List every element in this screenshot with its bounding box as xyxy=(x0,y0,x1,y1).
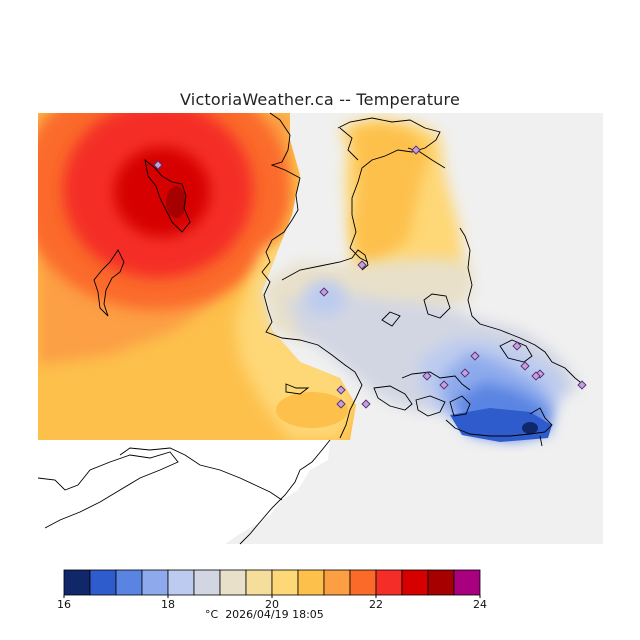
temperature-field-west xyxy=(38,113,356,440)
temperature-field-east xyxy=(262,118,580,442)
legend-unit: °C xyxy=(205,608,219,621)
legend-swatch xyxy=(453,569,481,596)
station-marker xyxy=(577,380,587,390)
legend-timestamp: 2026/04/19 18:05 xyxy=(225,608,324,621)
legend-swatch xyxy=(271,569,299,596)
station-marker xyxy=(531,371,541,381)
coastline-inlet xyxy=(119,447,283,501)
legend-swatch xyxy=(349,569,377,596)
legend-swatch xyxy=(323,569,351,596)
legend-tick-label: 18 xyxy=(161,598,175,611)
station-marker xyxy=(361,399,371,409)
legend-swatch xyxy=(167,569,195,596)
coastline-south xyxy=(37,451,179,529)
legend-swatch xyxy=(115,569,143,596)
station-marker xyxy=(336,385,346,395)
legend-swatch xyxy=(427,569,455,596)
olympic-peninsula-land xyxy=(38,440,330,544)
legend-tick-label: 22 xyxy=(369,598,383,611)
station-marker xyxy=(336,399,346,409)
coastline-peninsula-east xyxy=(239,439,331,545)
station-marker xyxy=(439,380,449,390)
station-marker xyxy=(153,160,163,170)
color-legend: 16 18 20 22 24 xyxy=(57,569,487,611)
station-marker xyxy=(319,287,329,297)
legend-swatch xyxy=(297,569,325,596)
legend-swatch xyxy=(141,569,169,596)
coastlines xyxy=(93,112,586,447)
station-marker xyxy=(512,341,522,351)
map-title: VictoriaWeather.ca -- Temperature xyxy=(180,90,460,109)
legend-tick-label: 24 xyxy=(473,598,487,611)
legend-swatch xyxy=(193,569,221,596)
legend-swatch xyxy=(63,569,91,596)
legend-tick-label: 20 xyxy=(265,598,279,611)
legend-swatch xyxy=(401,569,429,596)
legend-swatch xyxy=(375,569,403,596)
legend-swatch xyxy=(219,569,247,596)
legend-swatch xyxy=(245,569,273,596)
station-markers xyxy=(153,145,587,409)
legend-tick-label: 16 xyxy=(57,598,71,611)
station-marker xyxy=(357,260,367,270)
legend-swatch xyxy=(89,569,117,596)
station-marker xyxy=(422,371,432,381)
station-marker xyxy=(411,145,421,155)
station-marker xyxy=(520,361,530,371)
legend-caption: °C 2026/04/19 18:05 xyxy=(205,608,324,621)
station-marker xyxy=(460,368,470,378)
station-marker xyxy=(470,351,480,361)
